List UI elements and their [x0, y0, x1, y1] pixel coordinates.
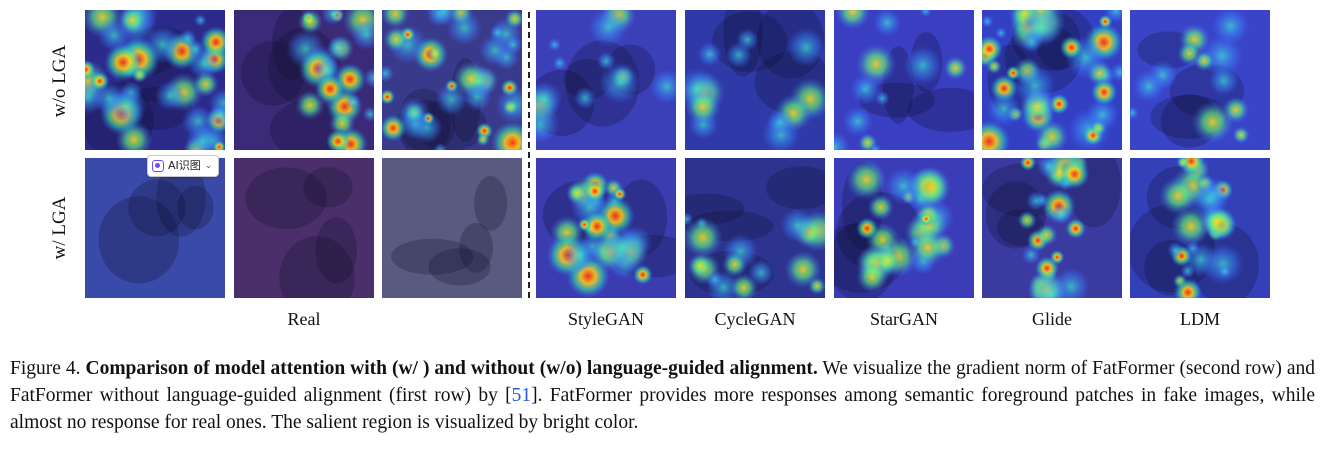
ai-scan-icon: [152, 160, 164, 172]
heatmap-stylegan-wo-lga: [536, 10, 676, 150]
real-fake-divider: [528, 12, 530, 298]
chevron-down-icon: ⌄: [204, 161, 213, 171]
column-label-glide: Glide: [1032, 309, 1072, 329]
caption-title: Comparison of model attention with (w/ )…: [85, 358, 818, 379]
ai-badge-label: AI识图: [168, 159, 201, 172]
column-label-cyclegan: CycleGAN: [714, 309, 796, 329]
heatmap-stylegan-w-lga: [536, 158, 676, 298]
caption-text-2: ]. FatFormer provides more responses amo…: [10, 385, 1315, 433]
column-label-stargan: StarGAN: [870, 309, 938, 329]
figure-caption: Figure 4. Comparison of model attention …: [10, 355, 1315, 436]
row-label-without-lga: w/o LGA: [49, 44, 70, 118]
heatmap-glide-w-lga: [982, 158, 1122, 298]
caption-text-1: We visualize the gradient norm of FatFor…: [10, 358, 1315, 406]
heatmap-real-deer-w-lga: [85, 158, 225, 298]
heatmap-ldm-w-lga: [1130, 158, 1270, 298]
heatmap-stargan-w-lga: [834, 158, 974, 298]
heatmap-stargan-wo-lga: [834, 10, 974, 150]
heatmap-cyclegan-wo-lga: [685, 10, 825, 150]
heatmap-cyclegan-w-lga: [685, 158, 825, 298]
heatmap-real-wombat-w-lga: [382, 158, 522, 298]
column-label-stylegan: StyleGAN: [568, 309, 644, 329]
caption-prefix: Figure 4.: [10, 358, 81, 379]
heatmap-glide-wo-lga: [982, 10, 1122, 150]
column-label-real: Real: [287, 309, 321, 329]
citation-link[interactable]: 51: [511, 385, 532, 406]
row-label-with-lga: w/ LGA: [49, 196, 70, 260]
heatmap-real-cat-wo-lga: [234, 10, 374, 150]
heatmap-real-wombat-wo-lga: [382, 10, 522, 150]
heatmap-real-deer-wo-lga: [85, 10, 225, 150]
column-label-ldm: LDM: [1180, 309, 1220, 329]
heatmap-ldm-wo-lga: [1130, 10, 1270, 150]
ai-recognize-badge[interactable]: AI识图 ⌄: [147, 155, 220, 177]
heatmap-real-cat-w-lga: [234, 158, 374, 298]
